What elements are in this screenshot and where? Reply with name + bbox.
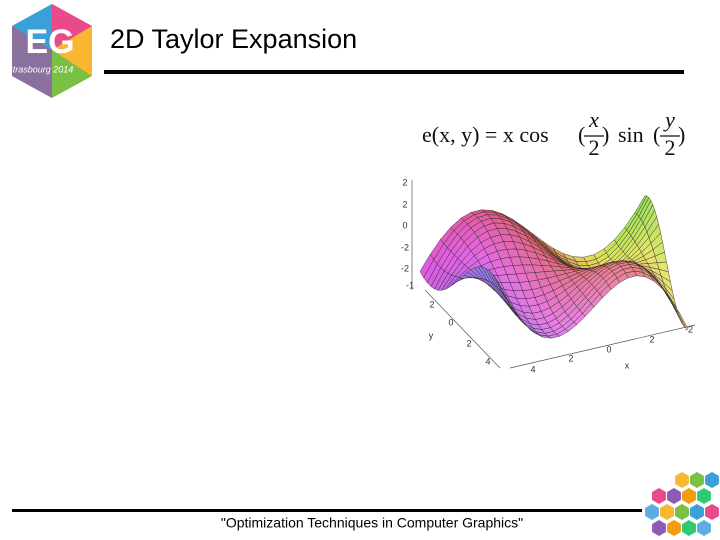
plot-label: 2 xyxy=(568,353,573,363)
hex xyxy=(667,520,681,536)
formula-text: sin xyxy=(618,122,644,147)
plot-label: 2 xyxy=(466,338,471,348)
formula-num: x xyxy=(588,107,599,132)
hex xyxy=(690,472,704,488)
plot-label: 2 xyxy=(649,334,654,344)
plot-label: 4 xyxy=(530,364,535,374)
hex xyxy=(697,488,711,504)
surface-cell xyxy=(677,311,689,329)
hex xyxy=(675,504,689,520)
footer-text: "Optimization Techniques in Computer Gra… xyxy=(221,515,523,531)
paren: ( xyxy=(653,122,660,147)
hex xyxy=(690,504,704,520)
plot-label: 2 xyxy=(402,177,407,187)
hex xyxy=(705,504,719,520)
hex xyxy=(675,472,689,488)
plot-label: -2 xyxy=(685,324,693,334)
plot-label: -2 xyxy=(401,263,409,273)
hex xyxy=(652,520,666,536)
plot-label: x xyxy=(625,360,630,370)
formula-den: 2 xyxy=(589,135,600,160)
surface-plot: 2 2 0 -2 -2 -1 2 0 2 4 y 4 2 0 2 -2 x xyxy=(401,177,696,374)
hex xyxy=(705,472,719,488)
hex xyxy=(660,504,674,520)
logo-caption: Strasbourg 2014 xyxy=(7,64,74,74)
footer-rule xyxy=(12,509,642,512)
paren: ) xyxy=(678,122,685,147)
plot-label: 0 xyxy=(606,344,611,354)
formula-den: 2 xyxy=(665,135,676,160)
logo-piece xyxy=(52,4,92,50)
hex xyxy=(682,520,696,536)
plot-label: -2 xyxy=(401,242,409,252)
corner-decoration xyxy=(645,472,719,536)
formula: e(x, y) = x cos x 2 ( ) sin y 2 ( ) xyxy=(422,107,685,160)
formula-text: e(x, y) = x cos xyxy=(422,122,549,147)
logo-piece xyxy=(52,26,92,76)
hex xyxy=(697,520,711,536)
logo-initials: EG xyxy=(25,23,74,61)
hex xyxy=(682,488,696,504)
hex xyxy=(645,504,659,520)
hex xyxy=(652,488,666,504)
plot-label: -1 xyxy=(406,280,414,290)
plot-label: 4 xyxy=(485,356,490,366)
plot-label: 0 xyxy=(402,220,407,230)
logo-piece xyxy=(12,4,52,50)
axis-line xyxy=(509,324,696,369)
paren: ) xyxy=(602,122,609,147)
logo: EG Strasbourg 2014 xyxy=(7,4,92,98)
plot-label: 2 xyxy=(429,299,434,309)
logo-piece xyxy=(12,26,52,98)
paren: ( xyxy=(578,122,585,147)
slide-title: 2D Taylor Expansion xyxy=(110,24,357,54)
plot-label: 0 xyxy=(448,317,453,327)
axis-line xyxy=(424,289,501,369)
hex xyxy=(667,488,681,504)
plot-label: y xyxy=(429,330,434,340)
title-rule xyxy=(104,70,684,74)
formula-num: y xyxy=(663,107,675,132)
plot-label: 2 xyxy=(402,199,407,209)
